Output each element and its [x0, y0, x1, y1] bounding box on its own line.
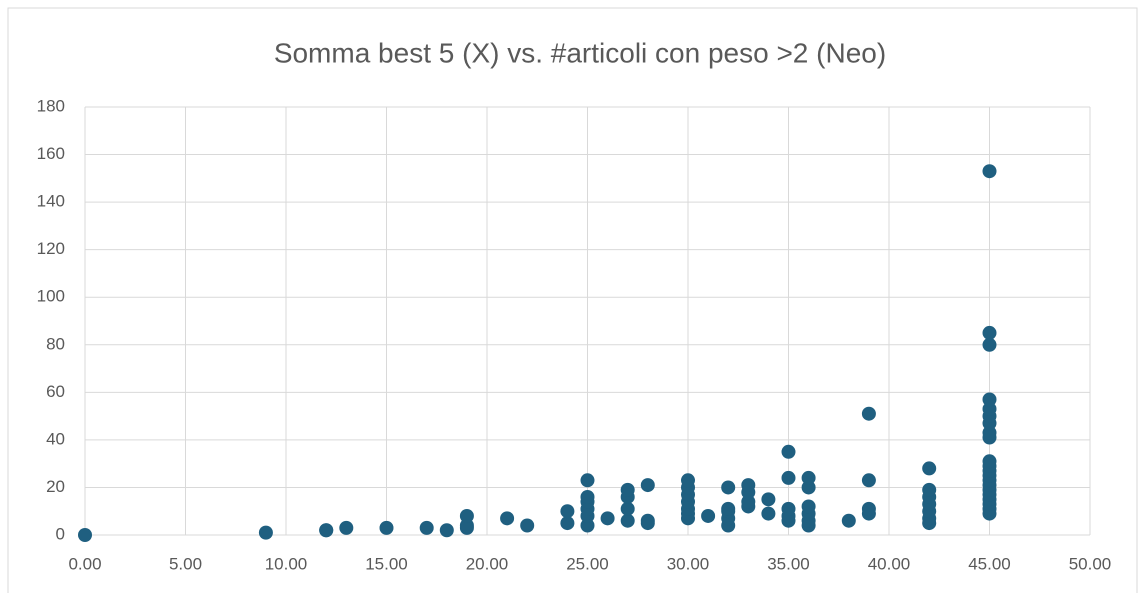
point	[861, 501, 876, 516]
x-tick-label: 20.00	[466, 554, 509, 573]
x-tick-label: 15.00	[365, 554, 408, 573]
point	[781, 470, 796, 485]
y-tick-label: 180	[37, 96, 65, 115]
point	[861, 406, 876, 421]
point	[459, 508, 474, 523]
y-tick-label: 0	[56, 524, 65, 543]
point	[982, 164, 997, 179]
y-tick-label: 60	[46, 382, 65, 401]
point	[761, 506, 776, 521]
point	[781, 501, 796, 516]
point	[982, 337, 997, 352]
x-tick-label: 45.00	[968, 554, 1011, 573]
point	[560, 504, 575, 519]
point	[982, 325, 997, 340]
point	[761, 492, 776, 507]
point	[681, 473, 695, 488]
point	[439, 523, 454, 538]
y-tick-label: 140	[37, 192, 65, 211]
point	[781, 444, 796, 459]
y-tick-label: 40	[46, 429, 65, 448]
chart-frame	[7, 7, 1138, 593]
point	[982, 392, 997, 407]
y-tick-label: 80	[46, 334, 65, 353]
point	[520, 518, 535, 533]
x-tick-label: 50.00	[1069, 554, 1112, 573]
point	[620, 513, 635, 528]
point	[78, 528, 92, 542]
y-tick-label: 120	[37, 239, 65, 258]
point	[801, 499, 816, 514]
point	[640, 513, 655, 528]
y-tick-label: 20	[46, 477, 65, 496]
point	[701, 508, 716, 523]
y-tick-label: 100	[37, 287, 65, 306]
point	[339, 520, 354, 535]
x-tick-label: 0.00	[68, 554, 101, 573]
point	[922, 461, 937, 476]
x-tick-label: 10.00	[265, 554, 308, 573]
point	[600, 511, 615, 526]
y-tick-label: 160	[37, 144, 65, 163]
point	[379, 520, 394, 535]
point	[721, 501, 736, 516]
point	[620, 501, 635, 516]
point	[580, 473, 595, 488]
point	[258, 525, 273, 540]
point	[580, 489, 595, 504]
x-tick-label: 40.00	[868, 554, 911, 573]
x-tick-label: 30.00	[667, 554, 710, 573]
point	[560, 516, 575, 531]
point	[861, 473, 876, 488]
chart-title: Somma best 5 (X) vs. #articoli con peso …	[274, 37, 886, 68]
point	[319, 523, 334, 538]
point	[982, 454, 997, 469]
point	[500, 511, 515, 526]
x-tick-label: 25.00	[566, 554, 609, 573]
point	[922, 482, 937, 497]
point	[741, 478, 756, 493]
point	[841, 513, 856, 528]
point	[640, 478, 655, 493]
point	[620, 482, 635, 497]
point	[419, 520, 434, 535]
point	[721, 480, 736, 495]
x-tick-label: 5.00	[169, 554, 202, 573]
x-tick-label: 35.00	[767, 554, 810, 573]
point	[801, 470, 816, 485]
